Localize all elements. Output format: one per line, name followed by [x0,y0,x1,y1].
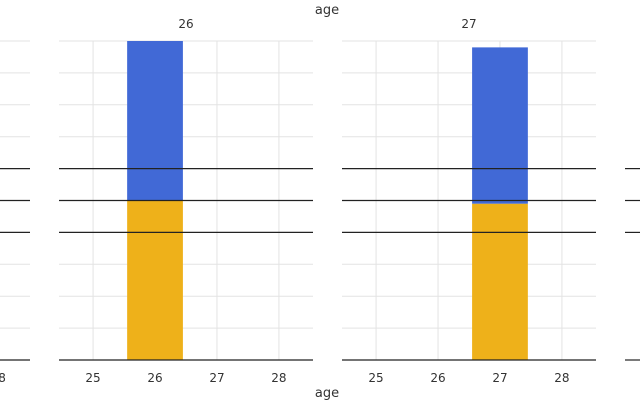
panel-26: 25 26 27 28 26 [59,17,313,385]
bar-segment-bottom [472,203,528,360]
bottom-axis-label: age [315,386,339,400]
top-axis-label: age [315,3,339,18]
x-tick-label: 28 [554,371,569,385]
partial-panel [625,168,640,361]
partial-panel-tick-label: 8 [0,371,6,385]
x-tick-label: 27 [209,371,224,385]
x-tick-label: 28 [271,371,286,385]
panel-title: 27 [461,17,476,31]
panel-27: 25 26 27 28 27 [342,17,596,385]
partial-panel [0,40,30,361]
bar-segment-top [472,47,528,204]
x-tick-label: 26 [430,371,445,385]
x-tick-label: 25 [368,371,383,385]
panel-title: 26 [178,17,193,31]
x-tick-label: 27 [492,371,507,385]
bar-segment-top [127,41,183,201]
x-tick-label: 26 [147,371,162,385]
panels: 25 26 27 28 26 25 26 27 28 27 [0,17,640,385]
bar-segment-bottom [127,200,183,360]
x-tick-label: 25 [85,371,100,385]
